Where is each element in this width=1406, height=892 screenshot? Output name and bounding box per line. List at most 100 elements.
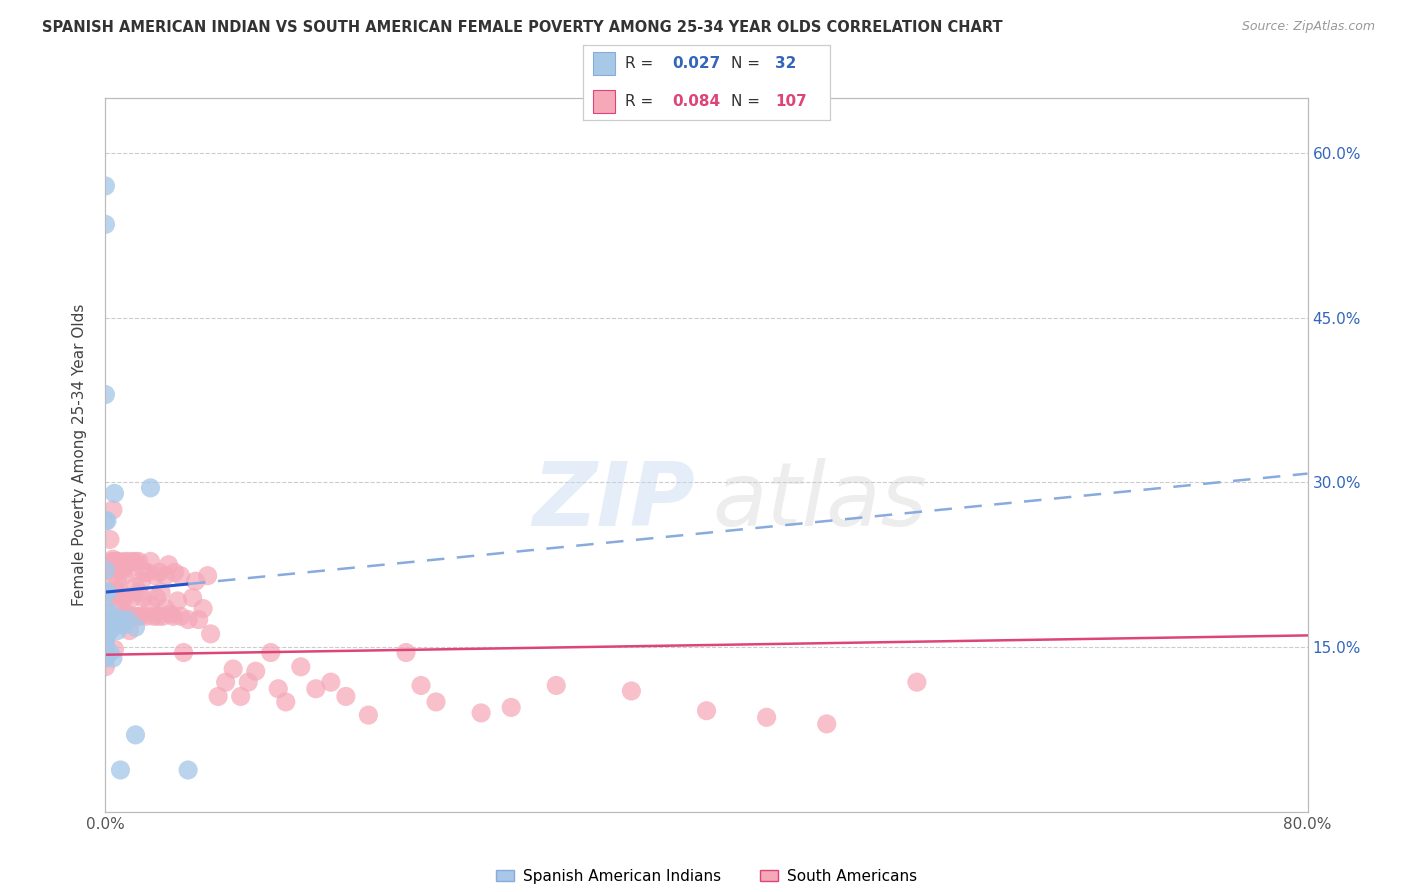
Point: [177, 763, 200, 777]
Point: [98, 613, 121, 627]
Point: [100, 607, 122, 621]
Point: [305, 681, 328, 696]
Point: [112, 607, 135, 621]
Point: [94, 601, 117, 615]
Point: [110, 763, 132, 777]
Text: atlas: atlas: [713, 458, 928, 544]
Point: [131, 574, 153, 589]
Point: [94, 642, 117, 657]
Point: [181, 591, 204, 605]
Text: R =: R =: [626, 56, 654, 71]
Point: [173, 646, 195, 660]
Point: [134, 566, 156, 580]
Point: [546, 678, 568, 692]
Point: [94, 632, 117, 646]
FancyBboxPatch shape: [593, 52, 616, 75]
Legend: Spanish American Indians, South Americans: Spanish American Indians, South American…: [496, 869, 917, 884]
Point: [120, 609, 142, 624]
Point: [129, 609, 152, 624]
Point: [169, 609, 191, 624]
Point: [470, 706, 492, 720]
Point: [94, 634, 117, 648]
Point: [159, 607, 181, 621]
Point: [103, 486, 125, 500]
Point: [152, 609, 174, 624]
Point: [150, 585, 173, 599]
Point: [274, 695, 297, 709]
Point: [260, 646, 283, 660]
Point: [696, 704, 718, 718]
Point: [124, 728, 146, 742]
Point: [118, 624, 141, 638]
Point: [94, 660, 117, 674]
Point: [319, 675, 342, 690]
Point: [125, 609, 148, 624]
Point: [229, 690, 252, 704]
Point: [238, 675, 260, 690]
Text: 32: 32: [776, 56, 797, 71]
Point: [267, 681, 290, 696]
Point: [101, 620, 124, 634]
Point: [100, 591, 122, 605]
Point: [94, 620, 117, 634]
Text: 0.027: 0.027: [672, 56, 720, 71]
Point: [94, 629, 117, 643]
Point: [98, 533, 121, 547]
Point: [222, 662, 245, 676]
Point: [107, 624, 129, 638]
Point: [101, 651, 124, 665]
Point: [101, 585, 124, 599]
Point: [94, 563, 117, 577]
Point: [122, 609, 145, 624]
Point: [184, 574, 207, 589]
Point: [755, 710, 778, 724]
Point: [114, 591, 136, 605]
Point: [94, 613, 117, 627]
Point: [121, 554, 143, 568]
Point: [100, 554, 122, 568]
Point: [94, 613, 117, 627]
Point: [94, 514, 117, 528]
Text: 0.084: 0.084: [672, 94, 720, 109]
Text: SPANISH AMERICAN INDIAN VS SOUTH AMERICAN FEMALE POVERTY AMONG 25-34 YEAR OLDS C: SPANISH AMERICAN INDIAN VS SOUTH AMERICA…: [42, 20, 1002, 35]
Point: [142, 609, 165, 624]
Point: [107, 574, 129, 589]
Point: [94, 651, 117, 665]
Text: Source: ZipAtlas.com: Source: ZipAtlas.com: [1241, 20, 1375, 33]
Point: [110, 563, 132, 577]
Point: [163, 566, 186, 580]
Point: [97, 613, 120, 627]
Point: [145, 591, 167, 605]
Point: [94, 585, 117, 599]
Point: [117, 554, 139, 568]
Point: [132, 591, 155, 605]
Point: [136, 566, 159, 580]
Text: N =: N =: [731, 94, 761, 109]
Point: [115, 558, 138, 572]
Point: [155, 601, 177, 615]
Point: [101, 503, 124, 517]
Point: [107, 601, 129, 615]
Point: [191, 601, 214, 615]
Point: [409, 678, 432, 692]
Point: [94, 178, 117, 193]
Point: [146, 609, 169, 624]
Point: [425, 695, 447, 709]
Point: [128, 554, 150, 568]
Point: [98, 572, 121, 586]
Point: [110, 585, 132, 599]
Point: [128, 585, 150, 599]
Point: [124, 620, 146, 634]
Point: [124, 580, 146, 594]
Point: [815, 717, 838, 731]
Point: [207, 690, 229, 704]
Point: [197, 568, 219, 582]
Point: [111, 561, 134, 575]
Point: [114, 554, 136, 568]
Point: [135, 609, 157, 624]
Point: [108, 554, 131, 568]
Text: 107: 107: [776, 94, 807, 109]
Point: [111, 591, 134, 605]
Point: [110, 613, 132, 627]
Point: [177, 613, 200, 627]
